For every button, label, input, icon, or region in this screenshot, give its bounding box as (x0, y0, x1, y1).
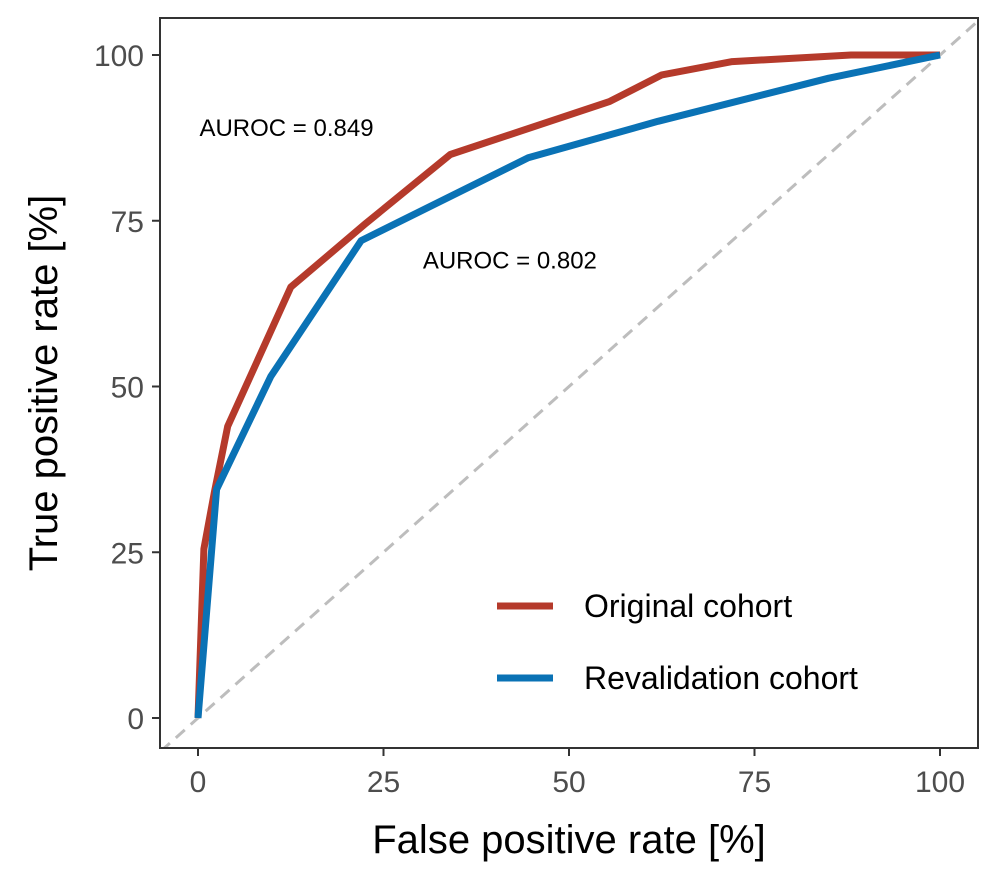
y-tick-label: 0 (127, 703, 144, 736)
series-revalidation-cohort-line (194, 51, 941, 719)
legend-original-cohort-label: Original cohort (584, 588, 792, 624)
x-axis-title: False positive rate [%] (372, 818, 766, 862)
x-tick-label: 75 (738, 766, 771, 799)
x-tick-label: 50 (552, 766, 585, 799)
legend-revalidation-cohort-label: Revalidation cohort (584, 660, 858, 696)
auroc-original-annotation: AUROC = 0.849 (199, 115, 373, 142)
reference-diagonal-line (162, 20, 978, 748)
y-axis-title: True positive rate [%] (22, 195, 66, 571)
y-tick-label: 25 (111, 537, 144, 570)
auroc-revalidation-annotation: AUROC = 0.802 (423, 248, 597, 275)
x-tick-label: 0 (190, 766, 207, 799)
y-tick-label: 50 (111, 372, 144, 405)
y-tick-label: 75 (111, 206, 144, 239)
y-tick-label: 100 (94, 40, 144, 73)
legend: Original cohort Revalidation cohort (497, 588, 858, 696)
x-tick-label: 25 (367, 766, 400, 799)
x-tick-label: 100 (915, 766, 965, 799)
